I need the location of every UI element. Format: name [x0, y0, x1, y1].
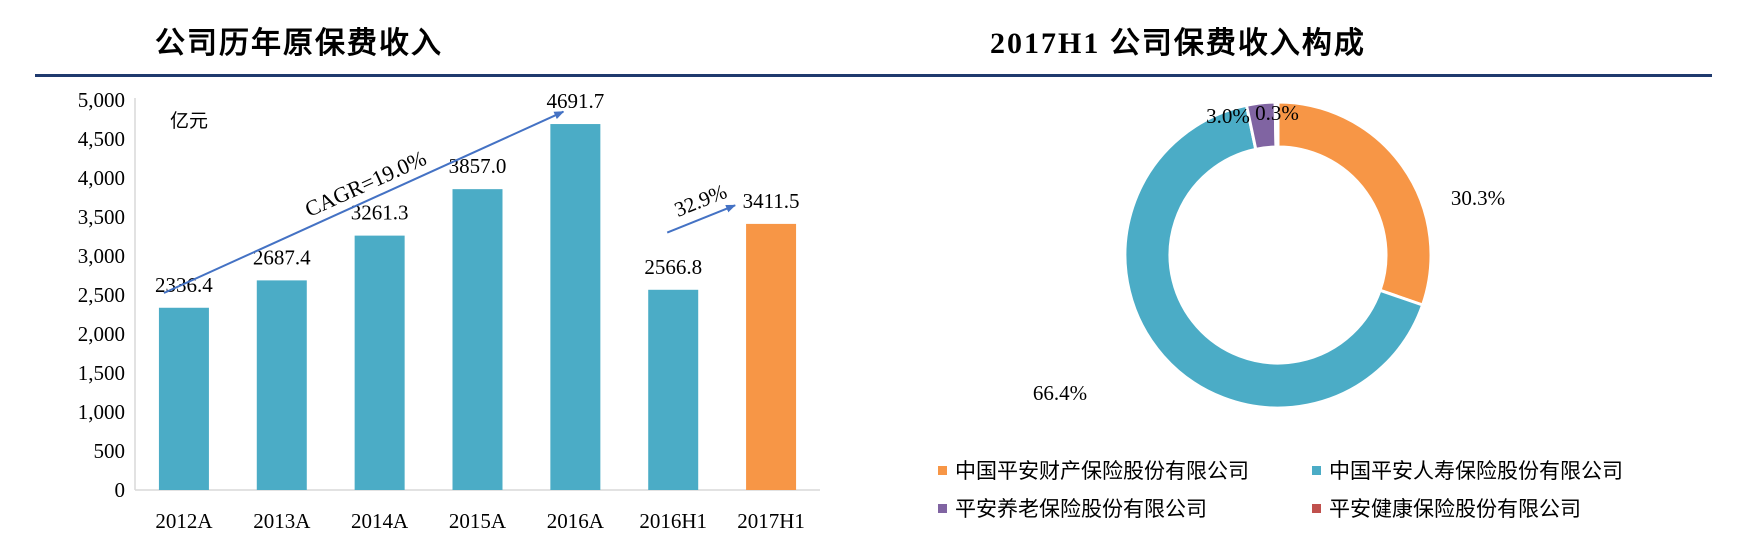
y-tick-label: 2,000 [78, 322, 125, 346]
y-tick-label: 4,500 [78, 127, 125, 151]
y-tick-label: 500 [94, 439, 126, 463]
bar-value-label: 2687.4 [253, 245, 311, 269]
y-tick-label: 0 [115, 478, 126, 502]
y-tick-label: 1,000 [78, 400, 125, 424]
y-tick-label: 2,500 [78, 283, 125, 307]
legend-label: 平安养老保险股份有限公司 [955, 497, 1207, 521]
x-tick-label: 2016A [547, 509, 605, 533]
x-tick-label: 2017H1 [737, 509, 805, 533]
pie-slice [1276, 100, 1433, 307]
y-unit-label: 亿元 [170, 110, 208, 132]
growth-annotation: 32.9% [671, 179, 730, 222]
legend-label: 中国平安人寿保险股份有限公司 [1329, 459, 1623, 483]
pie-slice-label: 0.3% [1255, 101, 1299, 125]
y-tick-label: 5,000 [78, 88, 125, 112]
y-tick-label: 4,000 [78, 166, 125, 190]
pie-slice-label: 3.0% [1206, 104, 1250, 128]
legend-swatch [1312, 465, 1321, 475]
y-tick-label: 3,500 [78, 205, 125, 229]
right-chart-title: 2017H1 公司保费收入构成 [990, 27, 1366, 60]
legend-label: 平安健康保险股份有限公司 [1329, 497, 1581, 521]
bar-value-label: 2566.8 [644, 255, 702, 279]
bar [158, 307, 209, 490]
legend-item: 中国平安财产保险股份有限公司 [938, 455, 1249, 485]
legend-item: 中国平安人寿保险股份有限公司 [1312, 455, 1623, 485]
legend-swatch [1312, 503, 1321, 513]
pie-slice [1273, 100, 1280, 149]
y-tick-label: 3,000 [78, 244, 125, 268]
bar [354, 235, 405, 490]
bar [550, 124, 601, 491]
legend-item: 平安养老保险股份有限公司 [938, 493, 1207, 523]
bar [648, 289, 699, 490]
x-tick-label: 2012A [155, 509, 213, 533]
growth-arrow [666, 204, 736, 234]
pie-slice-label: 66.4% [1033, 381, 1087, 405]
pie-slice [1123, 103, 1425, 410]
x-tick-label: 2015A [449, 509, 507, 533]
legend-swatch [938, 503, 947, 513]
pie-slice-label: 30.3% [1451, 186, 1505, 210]
legend-item: 平安健康保险股份有限公司 [1312, 493, 1581, 523]
x-tick-label: 2014A [351, 509, 409, 533]
bar [452, 189, 503, 491]
cagr-arrow [163, 110, 565, 294]
left-chart-title: 公司历年原保费收入 [155, 26, 443, 61]
bar [256, 280, 307, 490]
x-tick-label: 2016H1 [639, 509, 707, 533]
header-divider [35, 74, 1712, 77]
x-tick-label: 2013A [253, 509, 311, 533]
bar-value-label: 3857.0 [449, 154, 507, 178]
y-tick-label: 1,500 [78, 361, 125, 385]
legend-swatch [938, 465, 947, 475]
legend-label: 中国平安财产保险股份有限公司 [955, 459, 1249, 483]
bar-value-label: 3411.5 [743, 189, 800, 213]
bar [746, 223, 797, 490]
bar-value-label: 4691.7 [546, 89, 604, 113]
